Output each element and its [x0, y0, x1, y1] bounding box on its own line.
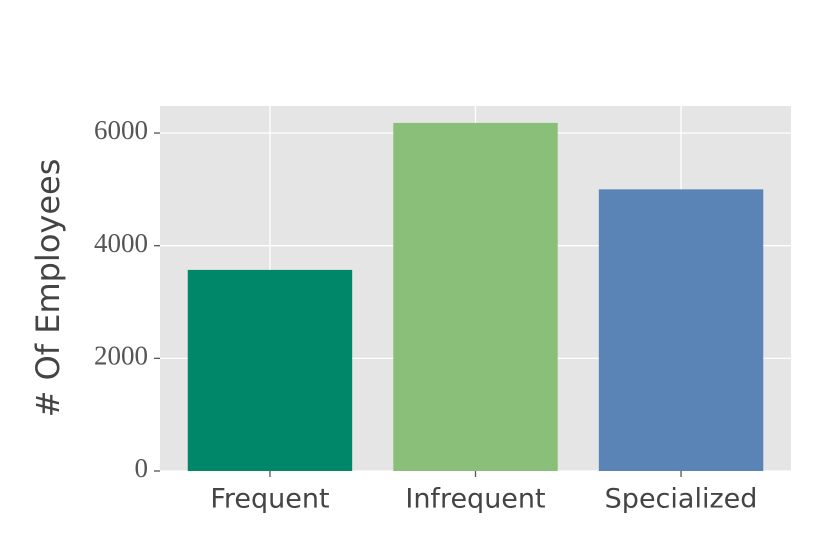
y-tick-label: 2000	[94, 341, 148, 371]
bar	[187, 269, 353, 471]
bar	[393, 122, 558, 472]
x-tick-label: Infrequent	[405, 484, 545, 515]
bar	[598, 189, 764, 471]
x-tick-label: Specialized	[605, 484, 758, 515]
y-tick-label: 0	[135, 453, 149, 483]
x-tick-label: Frequent	[210, 484, 329, 515]
y-axis-label: # Of Employees	[29, 159, 67, 418]
y-tick-label: 6000	[94, 115, 148, 145]
y-tick-label: 4000	[94, 228, 148, 258]
